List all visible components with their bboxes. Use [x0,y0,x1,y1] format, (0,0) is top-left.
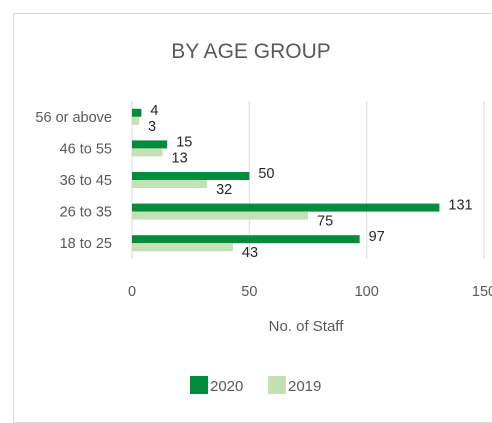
data-label-2020: 15 [176,134,192,150]
bar-2019-0 [132,116,140,125]
x-tick-label: 0 [128,284,136,300]
legend: 2020 2019 [190,376,321,395]
data-label-2019: 43 [242,245,258,261]
bar-2019-2 [132,180,208,188]
bars [132,108,440,252]
data-label-2020: 131 [448,198,472,214]
bar-2020-1 [132,140,168,149]
bar-2020-0 [132,108,142,117]
data-label-2019: 13 [172,150,188,166]
data-label-2019: 32 [216,182,232,198]
x-tick-label: 150 [472,284,492,300]
x-axis-label: No. of Staff [269,318,345,335]
data-label-2020: 4 [150,103,158,119]
x-tick-label: 50 [241,284,257,300]
category-label: 36 to 45 [60,173,112,189]
chart-title: BY AGE GROUP [171,40,331,63]
category-label: 56 or above [35,110,112,126]
bar-2019-4 [132,243,233,252]
data-label-2019: 3 [148,119,156,135]
category-label: 26 to 35 [60,205,112,221]
legend-swatch-2020 [190,376,208,394]
data-label-2020: 50 [258,166,274,182]
legend-label-2020: 2020 [210,378,243,395]
category-label: 18 to 25 [60,236,112,252]
bar-2019-3 [132,211,308,220]
bar-2020-2 [132,172,250,180]
category-label: 46 to 55 [60,141,112,157]
legend-label-2019: 2019 [288,378,321,395]
legend-swatch-2019 [268,376,286,394]
x-tick-label: 100 [355,284,379,300]
data-label-2019: 75 [317,214,333,230]
data-label-2020: 97 [369,229,385,245]
bar-2020-3 [132,203,440,212]
bar-2020-4 [132,235,360,244]
bar-2019-1 [132,148,163,157]
